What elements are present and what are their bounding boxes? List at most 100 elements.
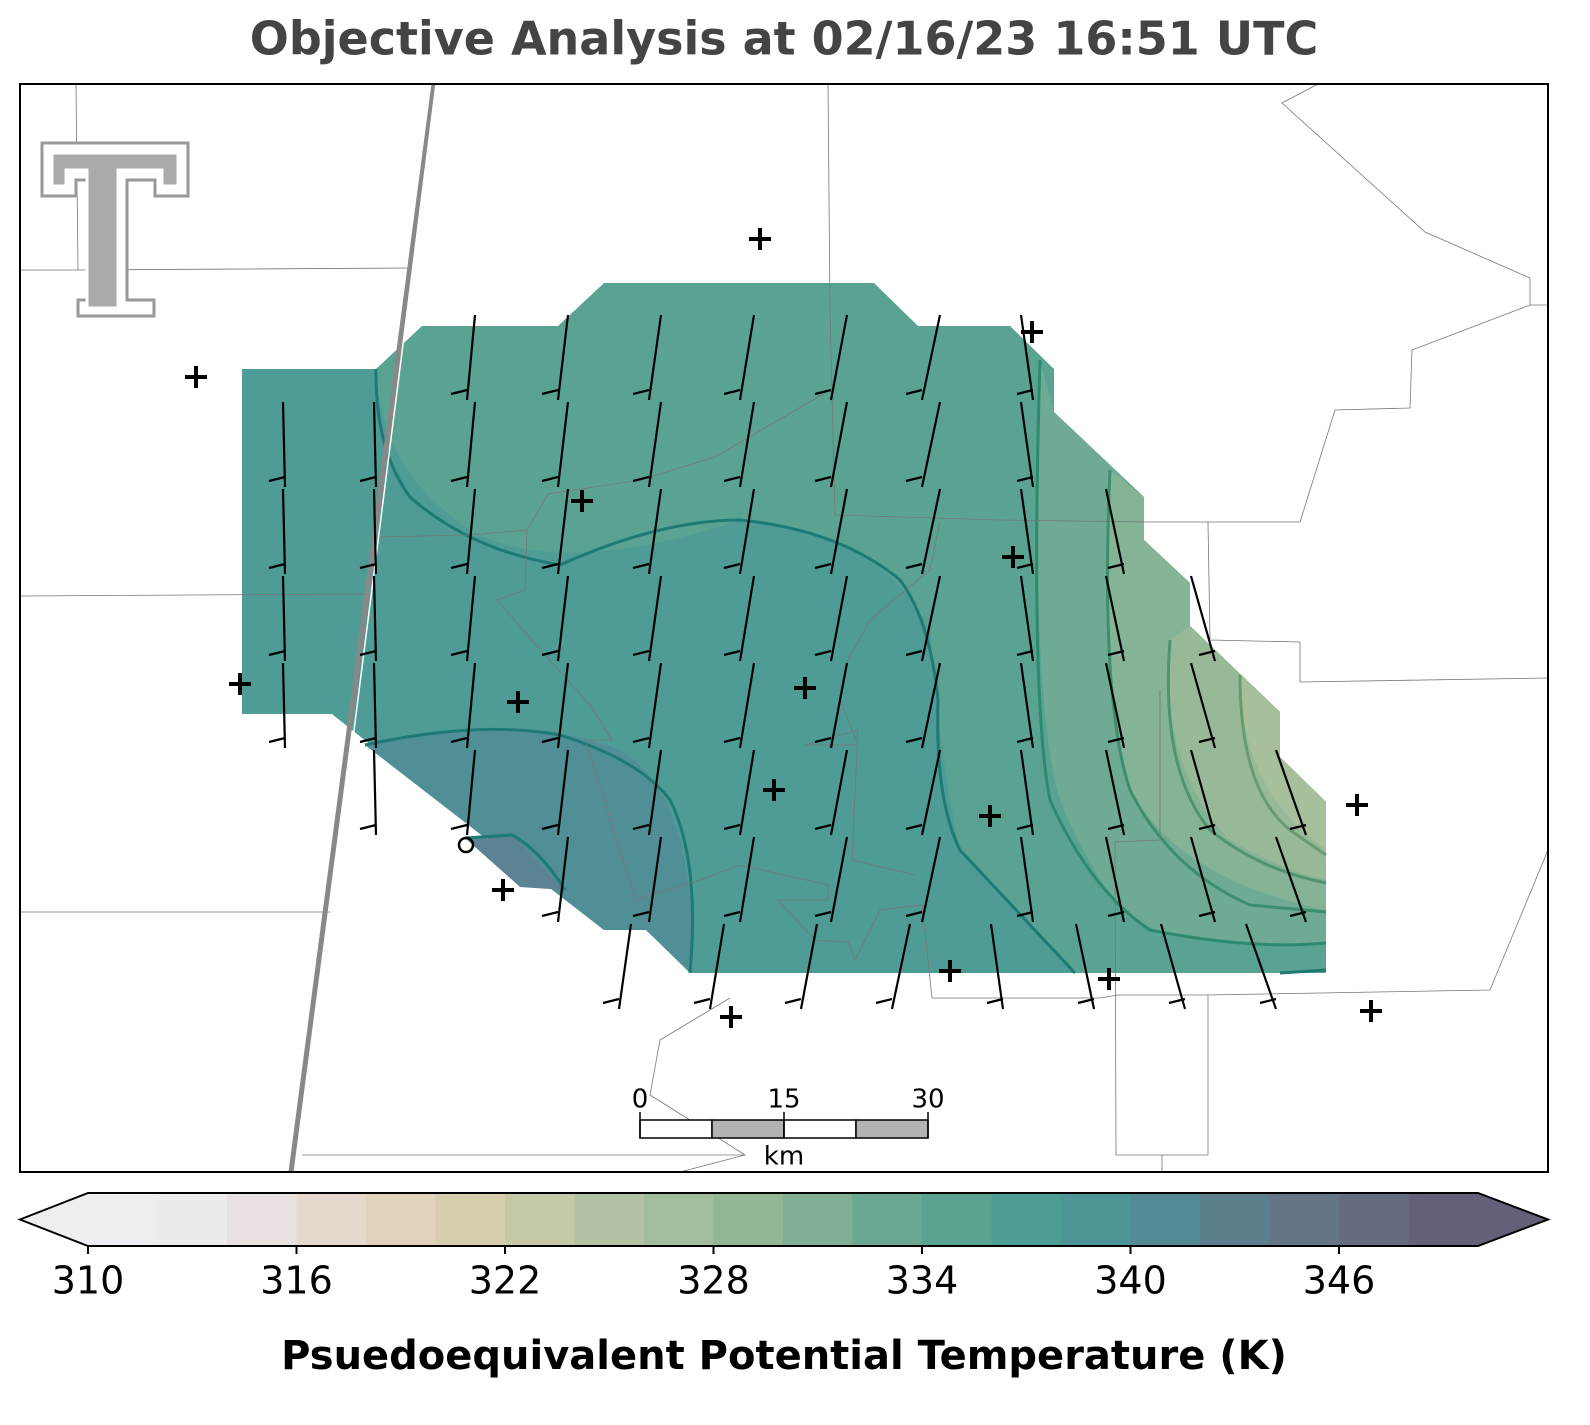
station	[229, 673, 251, 695]
wind-barb	[541, 662, 570, 749]
wind-barb	[450, 662, 477, 749]
wind-barb	[723, 401, 756, 488]
scale-segment	[855, 1119, 929, 1139]
wind-barb	[1189, 749, 1217, 836]
wind-barb	[905, 662, 942, 749]
colorbar-bin	[157, 1193, 228, 1246]
station	[749, 228, 771, 250]
wind-barb	[1104, 749, 1126, 836]
wind-barb	[359, 749, 378, 836]
colorbar-bin	[922, 1193, 992, 1246]
wind-barb	[541, 575, 570, 662]
colorbar-bin	[366, 1193, 436, 1246]
wind-barb	[1016, 836, 1035, 923]
map-area	[19, 83, 1549, 1173]
wind-barb	[905, 401, 942, 488]
wind-barb	[450, 401, 477, 488]
wind-barb	[1016, 401, 1035, 488]
colorbar-extend-low	[20, 1193, 88, 1246]
scale-bar: 0 15 30 km	[632, 1085, 945, 1172]
map-frame	[19, 83, 1549, 1173]
logo	[40, 141, 190, 318]
wind-barb	[632, 488, 663, 575]
wind-barb	[602, 923, 633, 1010]
station	[492, 879, 514, 901]
colorbar-tick-label: 328	[677, 1259, 750, 1303]
wind-barb	[814, 488, 849, 575]
wind-barb	[1074, 923, 1096, 1010]
wind-barb	[693, 923, 726, 1010]
colorbar-bin	[435, 1193, 506, 1246]
scale-label: 15	[767, 1085, 800, 1115]
colorbar-bin	[852, 1193, 923, 1246]
wind-barb	[359, 401, 378, 488]
wind-barb	[359, 575, 378, 662]
station	[507, 691, 529, 713]
colorbar-bin	[1061, 1193, 1131, 1246]
station	[185, 366, 207, 388]
wind-barb	[1016, 575, 1035, 662]
field-band	[465, 835, 565, 890]
state-line	[288, 83, 437, 1173]
wind-barb	[1189, 836, 1217, 923]
station-marker	[457, 836, 475, 854]
scale-segment	[639, 1119, 713, 1139]
colorbar-label: Psuedoequivalent Potential Temperature (…	[281, 1333, 1287, 1379]
wind-barb	[1189, 662, 1217, 749]
colorbar-bin	[88, 1193, 158, 1246]
wind-barb	[905, 488, 942, 575]
wind-barb	[1016, 749, 1035, 836]
colorbar-extend-high	[1478, 1193, 1548, 1246]
colorbar-bin	[505, 1193, 575, 1246]
colorbar-bin	[713, 1193, 784, 1246]
state-line	[297, 83, 437, 1173]
colorbar-tick-label: 316	[260, 1259, 333, 1303]
wind-barb	[723, 314, 756, 401]
wind-barb	[986, 923, 1005, 1010]
wind-barb	[723, 836, 756, 923]
wind-barb	[814, 314, 849, 401]
colorbar-tick-label: 322	[469, 1259, 542, 1303]
wind-barb	[632, 314, 663, 401]
colorbar-bin	[227, 1193, 297, 1246]
scale-unit: km	[764, 1142, 804, 1172]
colorbar-bin	[574, 1193, 645, 1246]
wind-barb	[814, 662, 849, 749]
wind-barb	[875, 923, 912, 1010]
colorbar-bin	[1130, 1193, 1201, 1246]
wind-barb	[814, 401, 849, 488]
colorbar-bin	[1408, 1193, 1479, 1246]
contours	[364, 359, 1327, 975]
wind-barb	[359, 488, 378, 575]
wind-barb	[632, 662, 663, 749]
wind-barb	[905, 575, 942, 662]
field-band	[1240, 675, 1326, 850]
wind-barb	[632, 836, 663, 923]
wind-barbs	[268, 314, 1308, 1010]
field-band	[365, 728, 692, 973]
wind-barb	[1016, 314, 1035, 401]
wind-barb	[1274, 749, 1308, 836]
wind-barb	[450, 314, 477, 401]
wind-barb	[541, 401, 570, 488]
station	[720, 1006, 742, 1028]
station	[1346, 794, 1368, 816]
wind-barb	[723, 662, 756, 749]
wind-barb	[450, 575, 477, 662]
wind-barb	[814, 575, 849, 662]
wind-barb	[1274, 836, 1308, 923]
wind-barb	[632, 575, 663, 662]
colorbar-tick-label: 310	[52, 1259, 125, 1303]
wind-barb	[1104, 836, 1126, 923]
wind-barb	[450, 488, 477, 575]
scale-label: 30	[911, 1085, 944, 1115]
colorbar-bin	[991, 1193, 1062, 1246]
wind-barb	[814, 749, 849, 836]
colorbar: 310 316 322 328 334 340 346	[17, 1192, 1551, 1303]
wind-barb	[1104, 662, 1126, 749]
wind-barb	[268, 575, 287, 662]
wind-barb	[723, 575, 756, 662]
wind-barb	[541, 314, 570, 401]
